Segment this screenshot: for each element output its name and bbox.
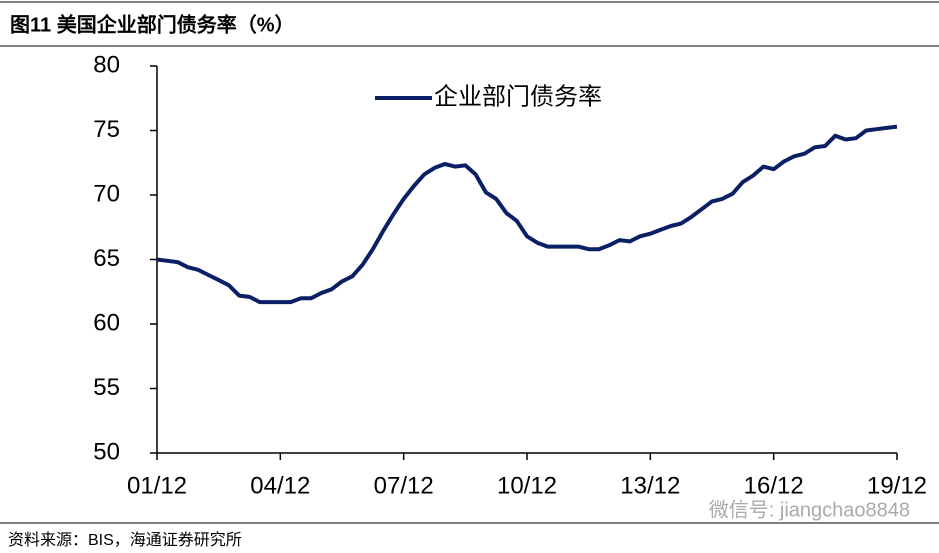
y-tick-label: 65	[93, 245, 120, 272]
y-tick-label: 80	[93, 51, 120, 78]
chart-title: 图11 美国企业部门债务率（%）	[10, 12, 294, 36]
y-tick-label: 55	[93, 374, 120, 401]
legend-label: 企业部门债务率	[434, 83, 602, 110]
y-tick-label: 70	[93, 180, 120, 207]
watermark: 微信号: jiangchao8848	[709, 498, 910, 521]
source: 资料来源：BIS，海通证券研究所	[8, 531, 242, 549]
data-line	[156, 124, 898, 305]
x-tick-label: 01/12	[127, 472, 187, 499]
x-tick-label: 16/12	[744, 472, 804, 499]
x-tick-label: 13/12	[620, 472, 680, 499]
y-tick-label: 60	[93, 309, 120, 336]
x-tick-label: 10/12	[497, 472, 557, 499]
y-tick-label: 50	[93, 438, 120, 465]
y-tick-label: 75	[93, 116, 120, 143]
x-tick-label: 07/12	[374, 472, 434, 499]
x-tick-label: 04/12	[250, 472, 310, 499]
x-tick-label: 19/12	[867, 472, 927, 499]
